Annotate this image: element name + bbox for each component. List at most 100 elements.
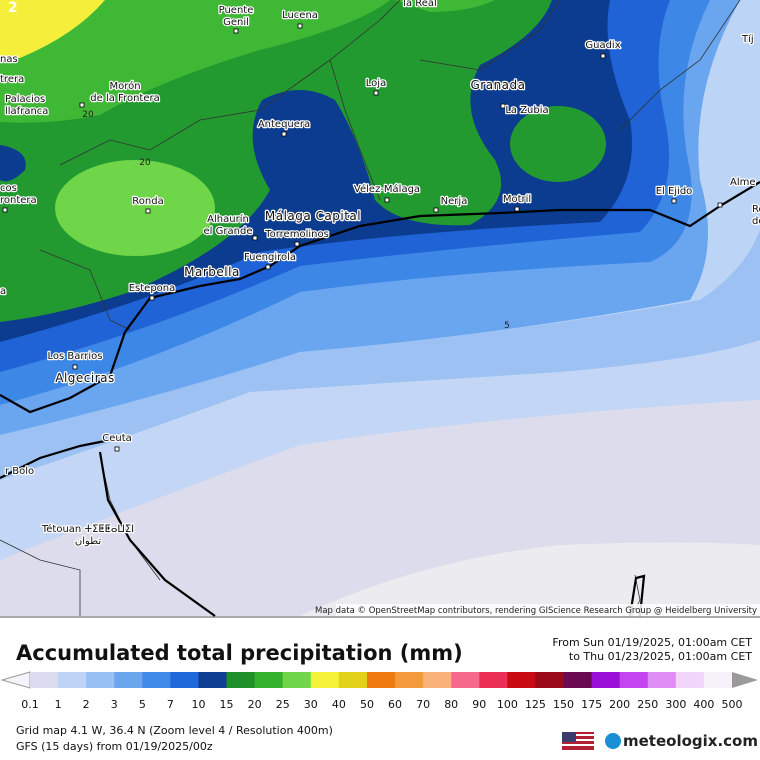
place-label: cos [0,183,17,194]
field-ronda [55,160,215,256]
scale-above [732,672,758,688]
border [0,539,81,616]
scale-tick-label: 3 [111,698,118,711]
place-label: Torremolinos [264,229,329,240]
scale-tick-label: 15 [220,698,234,711]
scale-box [254,672,284,688]
contour-label: 20 [139,158,151,168]
scale-box [338,672,368,688]
place-dot [500,103,506,109]
field-navy-blob [0,145,26,182]
scale-tick-label: 80 [444,698,458,711]
legend-title: Accumulated total precipitation (mm) [16,641,463,665]
corner-label: 2 [8,0,18,16]
scale-box [535,672,565,688]
scale-tick-label: 150 [553,698,574,711]
brand[interactable]: meteologix.com [623,732,758,750]
place-dot [297,23,303,29]
field-light [300,542,760,616]
scale-box [282,672,312,688]
place-dot [294,241,300,247]
border [39,249,131,331]
coastline [0,181,760,617]
place-dot [252,235,258,241]
brand-icon [605,733,621,749]
place-label: a [0,286,6,297]
place-label: Lucena [282,10,318,21]
scale-box [479,672,508,688]
place-dot [72,364,78,370]
place-label: Los Barrios [47,351,102,362]
place-dot [149,295,155,301]
scale-box [423,672,452,688]
place-dot [145,208,151,214]
scale-tick-label: 100 [497,698,518,711]
place-label: rontera [0,195,37,206]
place-label: r Bolo [5,466,34,477]
scale-box [675,672,705,688]
scale-box [366,672,396,688]
scale-box [198,672,228,688]
scale-tick-label: 1 [55,698,62,711]
place-label: Ronda [132,196,163,207]
us-flag[interactable] [562,732,594,750]
scale-box [507,672,536,688]
grid-info: Grid map 4.1 W, 36.4 N (Zoom level 4 / R… [16,724,333,737]
scale-box [142,672,171,688]
scale-box [395,672,424,688]
place-label: La Zubia [505,105,548,116]
place-dot [281,131,287,137]
field-green-blob [510,106,606,182]
scale-box [30,672,59,688]
place-label: llafranca [5,106,48,117]
scale-tick-label: 20 [248,698,262,711]
scale-tick-label: 30 [304,698,318,711]
place-label: تطوان [75,536,101,547]
field-light-green-2 [395,0,495,12]
place-dot [265,264,271,270]
coast-island [628,574,646,617]
scale-tick-label: 70 [416,698,430,711]
place-dot [600,53,606,59]
place-label: Palacios [5,94,45,105]
place-dot [384,197,390,203]
place-label: de la Frontera [90,93,159,104]
period-from: From Sun 01/19/2025, 01:00am CET [552,636,752,649]
place-dot [79,102,85,108]
place-label: Granada [470,78,525,92]
scale-tick-label: 200 [609,698,630,711]
place-label: El Ejido [656,186,693,197]
place-label: Alhaurín [207,213,249,225]
scale-box [114,672,143,688]
border [59,0,401,166]
place-label: Algeciras [55,371,115,385]
place-label: Marbella [184,265,240,279]
place-dot [514,206,520,212]
place-label: Tíj [741,33,754,45]
flag-canton [562,732,576,742]
scale-tick-label: 500 [722,698,743,711]
scale-tick-label: 300 [665,698,686,711]
color-scale: 0.1 1 2 3 5 7 10 15 20 25 30 40 50 60 70 80 90 100 125 150 1… [0,671,758,711]
place-label: el Grande [204,226,253,237]
place-dot [2,207,8,213]
field-yellow [0,0,105,60]
scale-box [310,672,340,688]
scale-tick-label: 0.1 [21,698,39,711]
place-label: Ceuta [102,433,132,444]
place-dot [671,198,677,204]
scale-box [619,672,649,688]
place-label: Estepona [129,283,176,294]
place-label: Roque [752,204,760,215]
scale-tick-label: 175 [581,698,602,711]
place-label: Motril [503,194,531,205]
contour-label: 20 [82,110,94,120]
scale-box [170,672,199,688]
place-label: Nerja [441,196,468,207]
place-label: Alme [730,177,756,188]
scale-tick-label: 25 [276,698,290,711]
place-label: Morón [109,80,140,92]
scale-box [451,672,480,688]
scale-tick-label: 250 [637,698,658,711]
scale-tick-label: 50 [360,698,374,711]
